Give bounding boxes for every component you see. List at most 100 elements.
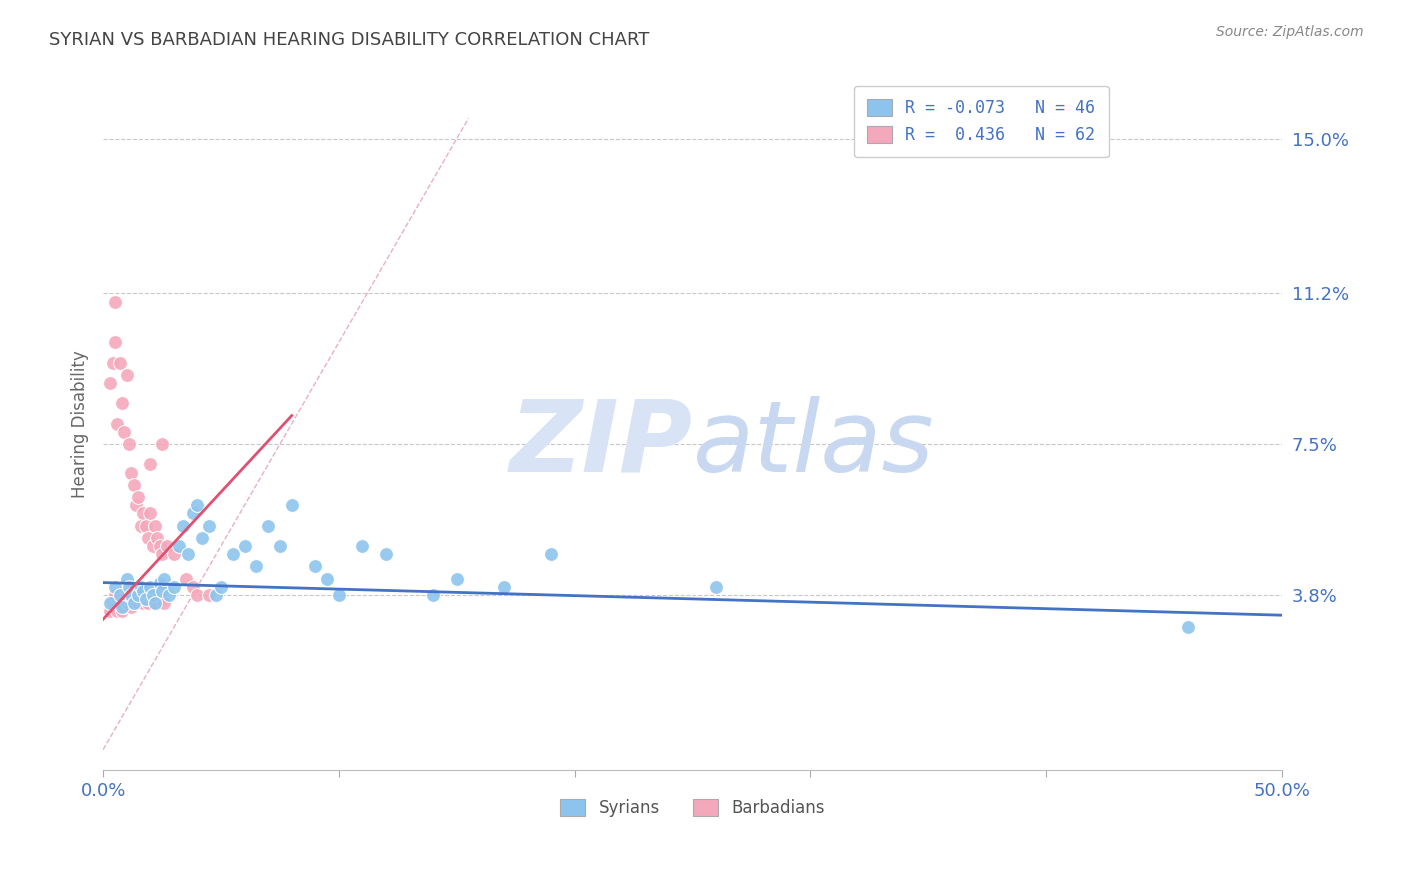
Point xyxy=(163,547,186,561)
Point xyxy=(115,596,138,610)
Point xyxy=(132,506,155,520)
Point xyxy=(122,596,145,610)
Point xyxy=(149,539,172,553)
Point xyxy=(135,591,157,606)
Point xyxy=(111,604,134,618)
Point xyxy=(143,596,166,610)
Point xyxy=(112,425,135,439)
Point xyxy=(172,518,194,533)
Point xyxy=(198,518,221,533)
Point xyxy=(139,588,162,602)
Point xyxy=(198,588,221,602)
Point xyxy=(222,547,245,561)
Point xyxy=(104,335,127,350)
Point xyxy=(142,539,165,553)
Point xyxy=(125,498,148,512)
Point xyxy=(186,588,208,602)
Point xyxy=(181,506,204,520)
Point xyxy=(112,600,135,615)
Point xyxy=(120,588,142,602)
Point xyxy=(129,518,152,533)
Text: SYRIAN VS BARBADIAN HEARING DISABILITY CORRELATION CHART: SYRIAN VS BARBADIAN HEARING DISABILITY C… xyxy=(49,31,650,49)
Point xyxy=(135,591,157,606)
Point xyxy=(139,580,162,594)
Point xyxy=(167,539,190,553)
Text: atlas: atlas xyxy=(693,396,934,493)
Point xyxy=(132,583,155,598)
Point xyxy=(492,580,515,594)
Point xyxy=(142,588,165,602)
Point xyxy=(269,539,291,553)
Point xyxy=(328,588,350,602)
Point xyxy=(146,588,169,602)
Point xyxy=(104,600,127,615)
Point xyxy=(120,600,142,615)
Point xyxy=(150,437,173,451)
Point xyxy=(101,596,124,610)
Text: Source: ZipAtlas.com: Source: ZipAtlas.com xyxy=(1216,25,1364,39)
Point xyxy=(129,591,152,606)
Point xyxy=(257,518,280,533)
Point xyxy=(128,588,150,602)
Point xyxy=(108,356,131,370)
Point xyxy=(233,539,256,553)
Point xyxy=(111,596,134,610)
Point xyxy=(98,596,121,610)
Point xyxy=(108,596,131,610)
Point xyxy=(304,559,326,574)
Point xyxy=(135,588,157,602)
Point xyxy=(280,498,302,512)
Point xyxy=(120,591,142,606)
Point xyxy=(146,531,169,545)
Text: ZIP: ZIP xyxy=(509,396,693,493)
Point xyxy=(129,580,152,594)
Point xyxy=(156,539,179,553)
Point xyxy=(143,518,166,533)
Point xyxy=(191,531,214,545)
Point xyxy=(540,547,562,561)
Legend: Syrians, Barbadians: Syrians, Barbadians xyxy=(554,792,831,824)
Point xyxy=(115,588,138,602)
Point xyxy=(150,547,173,561)
Point xyxy=(245,559,267,574)
Point xyxy=(118,596,141,610)
Point xyxy=(143,596,166,610)
Point xyxy=(108,588,131,602)
Point xyxy=(209,580,232,594)
Point xyxy=(136,531,159,545)
Point xyxy=(118,437,141,451)
Point xyxy=(174,572,197,586)
Point xyxy=(446,572,468,586)
Point xyxy=(150,583,173,598)
Point xyxy=(115,572,138,586)
Point xyxy=(105,417,128,431)
Point xyxy=(316,572,339,586)
Point xyxy=(186,498,208,512)
Point xyxy=(108,588,131,602)
Point xyxy=(153,572,176,586)
Point xyxy=(352,539,374,553)
Point xyxy=(104,294,127,309)
Point xyxy=(122,596,145,610)
Point xyxy=(142,591,165,606)
Point xyxy=(128,588,150,602)
Y-axis label: Hearing Disability: Hearing Disability xyxy=(72,350,89,498)
Point xyxy=(177,547,200,561)
Point xyxy=(111,396,134,410)
Point xyxy=(115,368,138,382)
Point xyxy=(122,478,145,492)
Point xyxy=(704,580,727,594)
Point xyxy=(153,596,176,610)
Point xyxy=(139,458,162,472)
Point xyxy=(125,588,148,602)
Point xyxy=(181,580,204,594)
Point xyxy=(98,604,121,618)
Point xyxy=(135,518,157,533)
Point xyxy=(132,596,155,610)
Point xyxy=(104,588,127,602)
Point xyxy=(375,547,398,561)
Point xyxy=(205,588,228,602)
Point xyxy=(422,588,444,602)
Point xyxy=(101,356,124,370)
Point xyxy=(105,604,128,618)
